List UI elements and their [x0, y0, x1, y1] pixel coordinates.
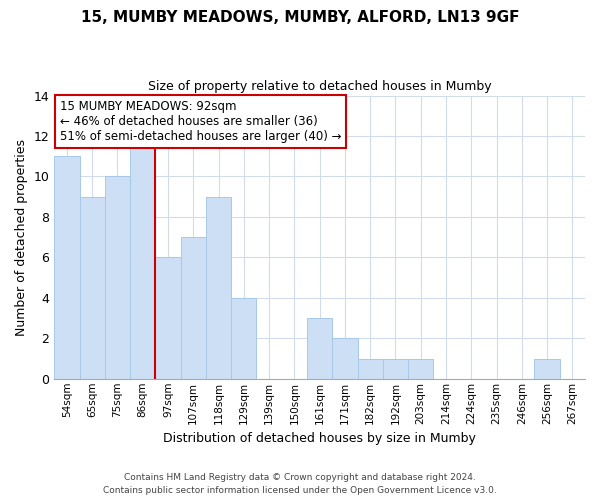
Y-axis label: Number of detached properties: Number of detached properties — [15, 138, 28, 336]
Bar — [206, 196, 231, 379]
Bar — [130, 136, 155, 379]
Bar — [408, 358, 433, 379]
Bar — [105, 176, 130, 379]
Bar — [181, 237, 206, 379]
Text: 15 MUMBY MEADOWS: 92sqm
← 46% of detached houses are smaller (36)
51% of semi-de: 15 MUMBY MEADOWS: 92sqm ← 46% of detache… — [59, 100, 341, 143]
Text: Contains HM Land Registry data © Crown copyright and database right 2024.
Contai: Contains HM Land Registry data © Crown c… — [103, 474, 497, 495]
Bar — [231, 298, 256, 379]
Bar — [332, 338, 358, 379]
X-axis label: Distribution of detached houses by size in Mumby: Distribution of detached houses by size … — [163, 432, 476, 445]
Bar — [535, 358, 560, 379]
Text: 15, MUMBY MEADOWS, MUMBY, ALFORD, LN13 9GF: 15, MUMBY MEADOWS, MUMBY, ALFORD, LN13 9… — [81, 10, 519, 25]
Bar — [307, 318, 332, 379]
Title: Size of property relative to detached houses in Mumby: Size of property relative to detached ho… — [148, 80, 491, 93]
Bar — [80, 196, 105, 379]
Bar — [155, 258, 181, 379]
Bar — [383, 358, 408, 379]
Bar — [358, 358, 383, 379]
Bar — [54, 156, 80, 379]
